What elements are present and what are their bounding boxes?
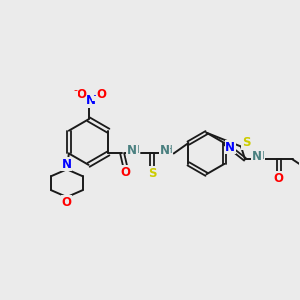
Text: N: N (252, 150, 262, 163)
Text: N: N (160, 144, 170, 157)
Text: O: O (274, 172, 284, 185)
Text: N: N (62, 158, 72, 171)
Text: -: - (74, 85, 78, 96)
Text: H: H (257, 152, 265, 161)
Text: H: H (165, 146, 172, 155)
Text: O: O (120, 166, 130, 179)
Text: S: S (242, 136, 250, 149)
Text: O: O (62, 196, 72, 208)
Text: S: S (148, 167, 156, 180)
Text: O: O (97, 88, 106, 101)
Text: N: N (85, 94, 96, 107)
Text: O: O (76, 88, 87, 101)
Text: N: N (225, 140, 236, 154)
Text: N: N (127, 144, 137, 157)
Text: H: H (132, 146, 140, 155)
Text: +: + (92, 91, 101, 100)
